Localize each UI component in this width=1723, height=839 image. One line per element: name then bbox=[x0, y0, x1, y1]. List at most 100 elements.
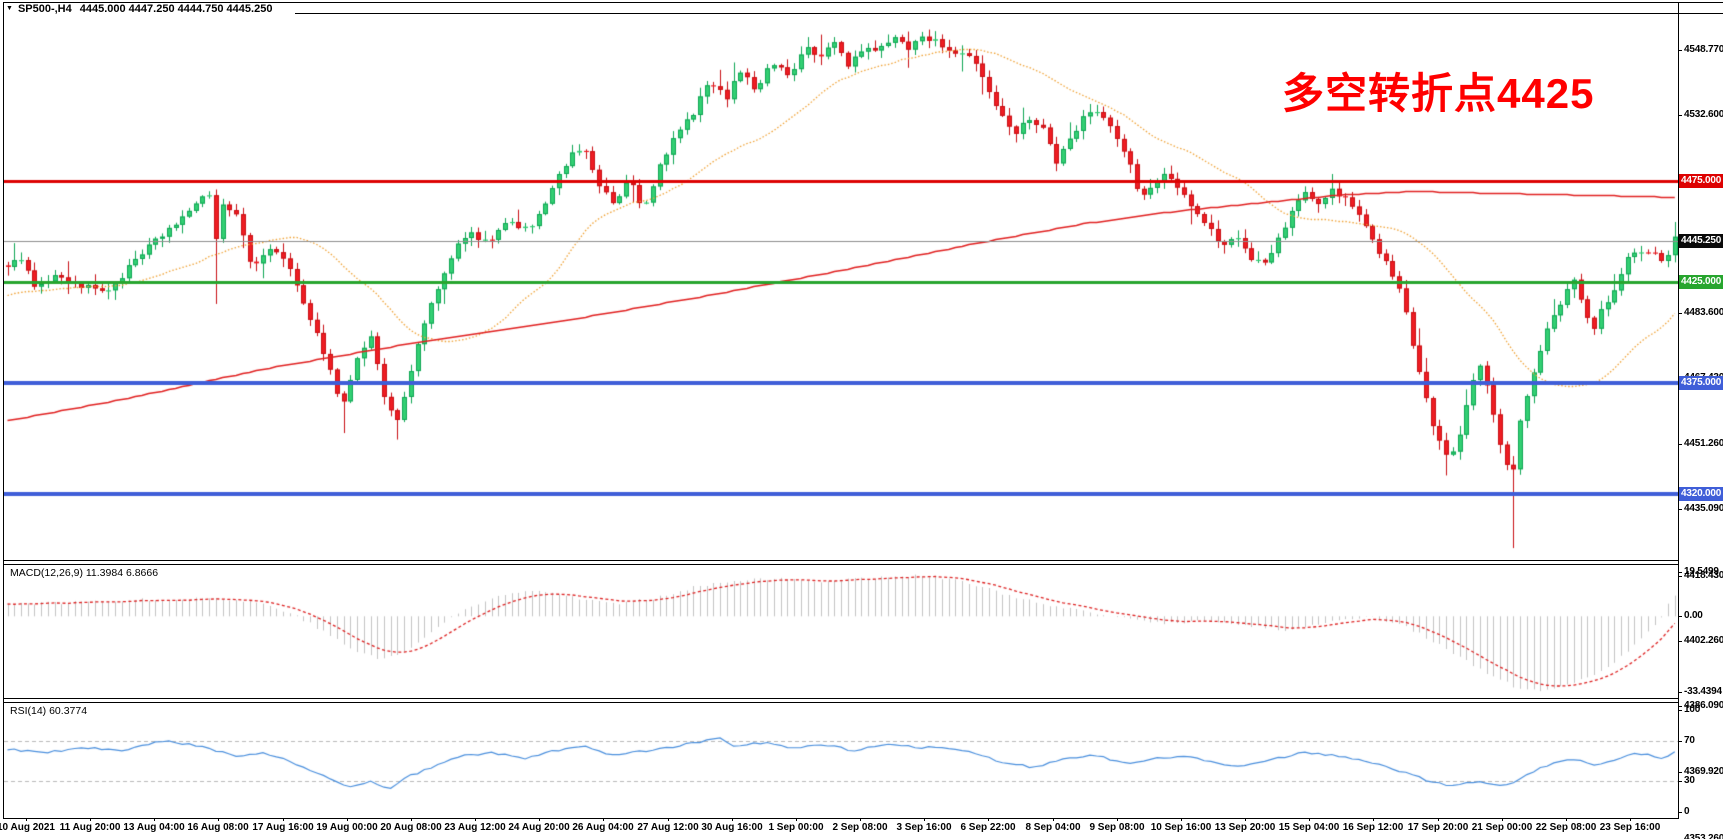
rsi-axis-label-tick bbox=[1678, 741, 1682, 742]
price-axis-label: 4483.600 bbox=[1684, 307, 1723, 318]
rsi-axis-label: 0 bbox=[1684, 806, 1690, 817]
time-axis-label: 16 Aug 08:00 bbox=[187, 822, 249, 833]
macd-panel-bottom-border[interactable] bbox=[3, 698, 1679, 699]
price-axis-tag: 4320.000 bbox=[1679, 487, 1723, 501]
rsi-axis-label: 100 bbox=[1684, 704, 1701, 715]
time-axis-tick bbox=[924, 818, 925, 821]
time-axis-tick bbox=[1053, 818, 1054, 821]
time-axis-label: 9 Sep 08:00 bbox=[1089, 822, 1145, 833]
time-axis-label: 17 Sep 20:00 bbox=[1407, 822, 1469, 833]
price-axis-tag: 4475.000 bbox=[1679, 174, 1723, 188]
time-axis-label: 13 Sep 20:00 bbox=[1214, 822, 1276, 833]
macd-panel-canvas[interactable] bbox=[4, 565, 1678, 698]
chart-top-border bbox=[295, 13, 1723, 14]
time-axis-label: 2 Sep 08:00 bbox=[832, 822, 888, 833]
macd-axis-label: 0.00 bbox=[1684, 610, 1703, 621]
right-axis[interactable]: 4548.7704532.6004516.4304500.2604483.600… bbox=[1678, 0, 1723, 839]
rsi-panel-canvas[interactable] bbox=[4, 703, 1678, 818]
macd-axis-label-tick bbox=[1678, 616, 1682, 617]
time-axis-label: 19 Aug 00:00 bbox=[316, 822, 378, 833]
price-axis-tag: 4445.250 bbox=[1679, 234, 1723, 248]
macd-indicator-label: MACD(12,26,9) 11.3984 6.8666 bbox=[10, 567, 159, 579]
time-axis-tick bbox=[1117, 818, 1118, 821]
main-chart-canvas[interactable] bbox=[4, 14, 1678, 560]
price-axis-label: 4386.090 bbox=[1684, 700, 1723, 711]
time-axis-label: 11 Aug 20:00 bbox=[59, 822, 121, 833]
rsi-axis-label: 30 bbox=[1684, 775, 1695, 786]
window-top-border bbox=[3, 2, 1723, 3]
symbol-timeframe-label: SP500-,H4 bbox=[17, 2, 72, 15]
time-axis-tick bbox=[1309, 818, 1310, 821]
price-axis-label-tick bbox=[1678, 313, 1682, 314]
macd-axis-label-tick bbox=[1678, 692, 1682, 693]
price-axis-label: 4369.920 bbox=[1684, 766, 1723, 777]
time-axis-label: 23 Aug 12:00 bbox=[444, 822, 506, 833]
time-axis-tick bbox=[988, 818, 989, 821]
time-axis-border bbox=[3, 818, 1679, 819]
main-panel-bottom-border[interactable] bbox=[3, 560, 1679, 561]
time-axis-label: 20 Aug 08:00 bbox=[380, 822, 442, 833]
price-axis-tag: 4375.000 bbox=[1679, 376, 1723, 390]
time-axis-tick bbox=[283, 818, 284, 821]
time-axis-label: 24 Aug 20:00 bbox=[508, 822, 570, 833]
time-axis-label: 30 Aug 16:00 bbox=[701, 822, 763, 833]
time-axis-tick bbox=[90, 818, 91, 821]
time-axis-tick bbox=[1245, 818, 1246, 821]
price-axis-label: 4435.090 bbox=[1684, 503, 1723, 514]
price-axis-label-tick bbox=[1678, 50, 1682, 51]
rsi-indicator-label: RSI(14) 60.3774 bbox=[10, 705, 88, 717]
rsi-axis-label-tick bbox=[1678, 812, 1682, 813]
macd-panel-top-border bbox=[3, 564, 1679, 565]
time-axis-tick bbox=[668, 818, 669, 821]
time-axis-label: 8 Sep 04:00 bbox=[1025, 822, 1081, 833]
price-axis-label: 4532.600 bbox=[1684, 109, 1723, 120]
time-axis-tick bbox=[796, 818, 797, 821]
time-axis-label: 26 Aug 04:00 bbox=[572, 822, 634, 833]
time-axis-tick bbox=[26, 818, 27, 821]
time-axis-tick bbox=[603, 818, 604, 821]
time-axis-tick bbox=[1630, 818, 1631, 821]
ohlc-values: 4445.000 4447.250 4444.750 4445.250 bbox=[79, 2, 273, 15]
time-axis-label: 22 Sep 08:00 bbox=[1535, 822, 1597, 833]
time-axis-tick bbox=[539, 818, 540, 821]
time-axis-tick bbox=[1181, 818, 1182, 821]
chart-title-bar: ▼ SP500-,H4 4445.000 4447.250 4444.750 4… bbox=[6, 2, 272, 15]
price-axis-label: 4418.430 bbox=[1684, 570, 1723, 581]
rsi-axis-label-tick bbox=[1678, 710, 1682, 711]
time-axis-label: 1 Sep 00:00 bbox=[768, 822, 824, 833]
time-axis-tick bbox=[1566, 818, 1567, 821]
price-axis-label: 4353.260 bbox=[1684, 833, 1723, 839]
rsi-axis-label-tick bbox=[1678, 781, 1682, 782]
time-axis-tick bbox=[347, 818, 348, 821]
time-axis-label: 21 Sep 00:00 bbox=[1471, 822, 1533, 833]
chart-dropdown-icon[interactable]: ▼ bbox=[6, 5, 13, 12]
time-axis-tick bbox=[411, 818, 412, 821]
rsi-axis-label: 70 bbox=[1684, 735, 1695, 746]
price-axis-tag: 4425.000 bbox=[1679, 275, 1723, 289]
time-axis-tick bbox=[154, 818, 155, 821]
price-axis-label: 4548.770 bbox=[1684, 44, 1723, 55]
time-axis-label: 3 Sep 16:00 bbox=[896, 822, 952, 833]
price-axis-label-tick bbox=[1678, 509, 1682, 510]
time-axis-label: 17 Aug 16:00 bbox=[252, 822, 314, 833]
time-axis-label: 23 Sep 16:00 bbox=[1599, 822, 1661, 833]
annotation-text[interactable]: 多空转折点4425 bbox=[1282, 70, 1595, 117]
price-axis-label-tick bbox=[1678, 641, 1682, 642]
time-axis-label: 15 Sep 04:00 bbox=[1278, 822, 1340, 833]
time-axis-tick bbox=[1502, 818, 1503, 821]
rsi-panel-top-border bbox=[3, 702, 1679, 703]
time-axis-label: 16 Sep 12:00 bbox=[1342, 822, 1404, 833]
time-axis-label: 13 Aug 04:00 bbox=[123, 822, 185, 833]
time-axis[interactable]: 10 Aug 2021 11 Aug 20:00 13 Aug 04:00 16 Au… bbox=[0, 818, 1723, 839]
time-axis-label: 10 Aug 2021 bbox=[0, 822, 55, 833]
price-axis-label-tick bbox=[1678, 706, 1682, 707]
price-axis-label-tick bbox=[1678, 444, 1682, 445]
time-axis-label: 10 Sep 16:00 bbox=[1150, 822, 1212, 833]
time-axis-tick bbox=[1438, 818, 1439, 821]
macd-axis-label-tick bbox=[1678, 572, 1682, 573]
time-axis-tick bbox=[218, 818, 219, 821]
time-axis-tick bbox=[1373, 818, 1374, 821]
price-axis-label-tick bbox=[1678, 115, 1682, 116]
price-axis-label: 4402.260 bbox=[1684, 635, 1723, 646]
window-left-border bbox=[3, 2, 4, 819]
